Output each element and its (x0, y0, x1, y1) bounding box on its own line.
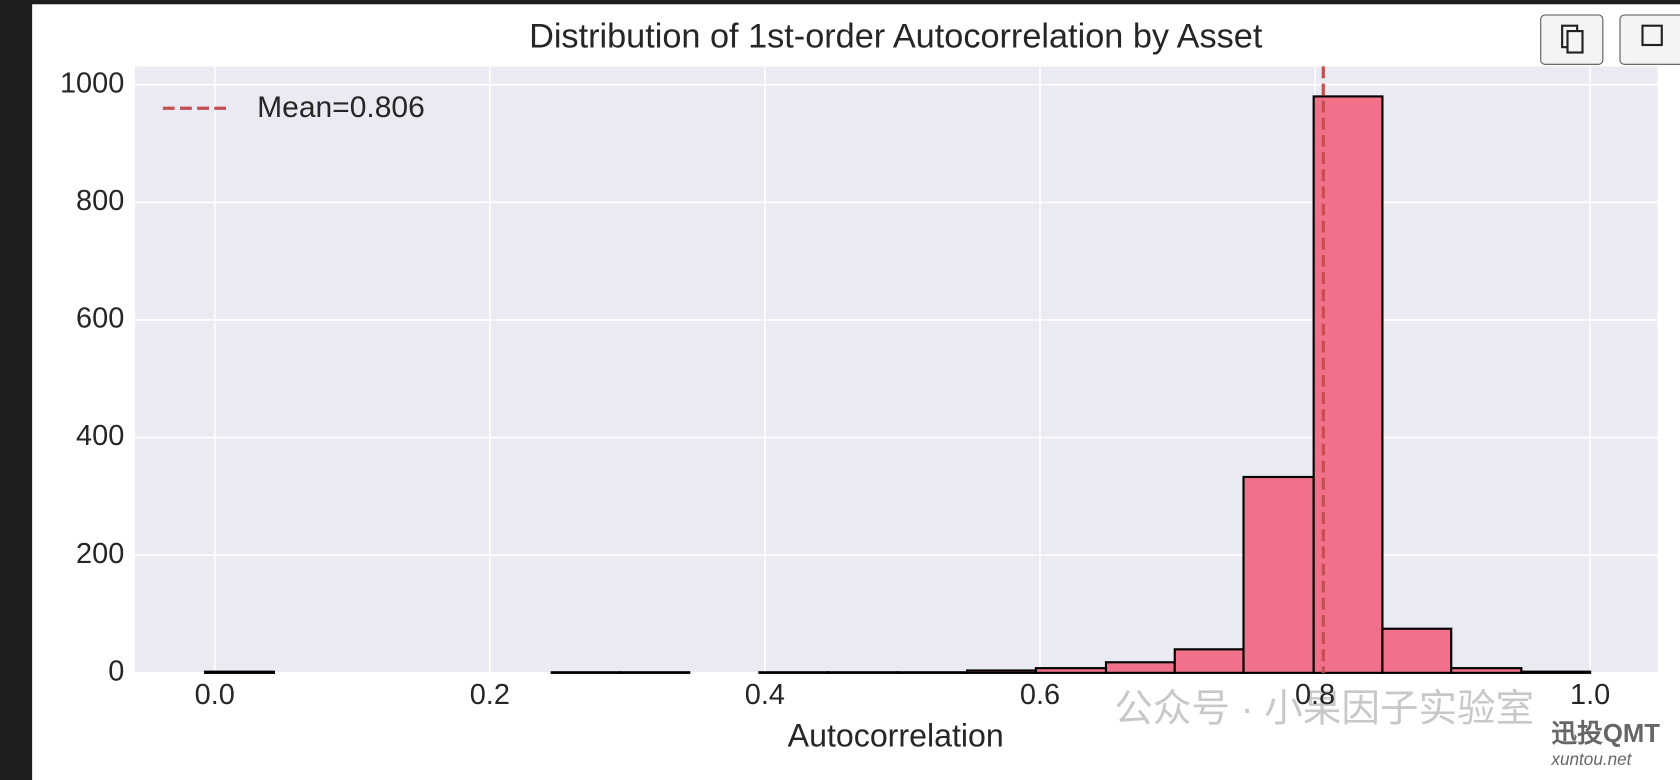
plot-area (135, 66, 1658, 673)
bar (1450, 667, 1523, 674)
y-tick-label: 1000 (60, 67, 124, 99)
bar (1242, 475, 1315, 674)
bar (1520, 670, 1592, 674)
watermark-brand: 迅投QMT (1551, 719, 1660, 748)
bar (204, 670, 275, 674)
bar (827, 671, 900, 674)
watermark-text: 公众号 · 小果因子实验室 (1114, 688, 1534, 731)
y-tick-label: 0 (108, 655, 124, 687)
bar (758, 671, 830, 674)
bar (1034, 667, 1108, 674)
bar (1104, 661, 1176, 674)
bar (1312, 95, 1384, 674)
watermark-site: xuntou.net (1550, 749, 1632, 769)
save-icon (1641, 24, 1663, 47)
save-button-box[interactable] (1619, 14, 1680, 65)
overlay: Mean=0.806 (162, 66, 1325, 673)
copy-button[interactable] (1540, 14, 1604, 65)
legend-label: Mean=0.806 (257, 91, 425, 124)
bar (1173, 648, 1245, 674)
x-tick-label: 1.0 (1570, 679, 1610, 711)
y-tick-label: 400 (76, 420, 124, 452)
bar (619, 671, 691, 674)
y-tick-label: 600 (76, 303, 124, 335)
x-tick-label: 0.4 (745, 679, 785, 711)
x-tick-label: 0.8 (1295, 679, 1335, 711)
bar (1381, 627, 1453, 674)
x-tick-label: 0.6 (1020, 679, 1060, 711)
copy-icon (1566, 30, 1584, 54)
bar (966, 669, 1037, 674)
y-tick-label: 800 (76, 185, 124, 217)
y-tick-label: 200 (76, 538, 124, 570)
bars (204, 95, 1592, 674)
x-axis-label: Autocorrelation (788, 718, 1004, 754)
save-button[interactable] (1619, 14, 1680, 65)
x-tick-label: 0.2 (470, 679, 510, 711)
x-tick-label: 0.0 (195, 679, 235, 711)
chart-title: Distribution of 1st-order Autocorrelatio… (529, 18, 1263, 56)
bar (550, 671, 622, 674)
bar (897, 671, 969, 674)
